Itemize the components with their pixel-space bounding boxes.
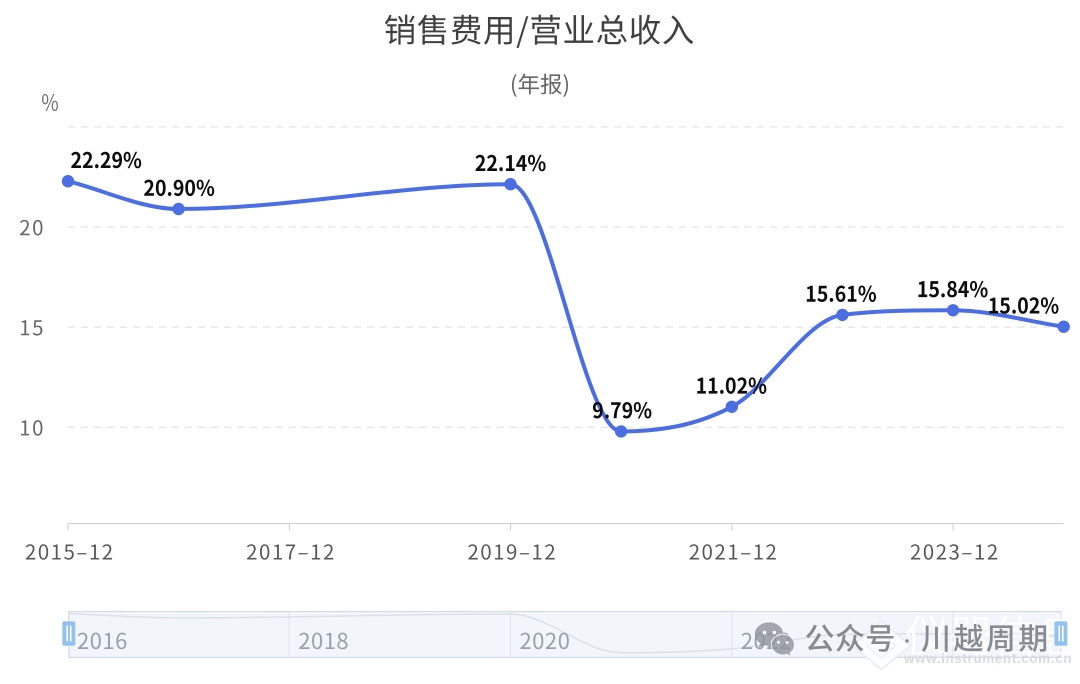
- svg-text:www.instrument.com.cn: www.instrument.com.cn: [903, 651, 1072, 666]
